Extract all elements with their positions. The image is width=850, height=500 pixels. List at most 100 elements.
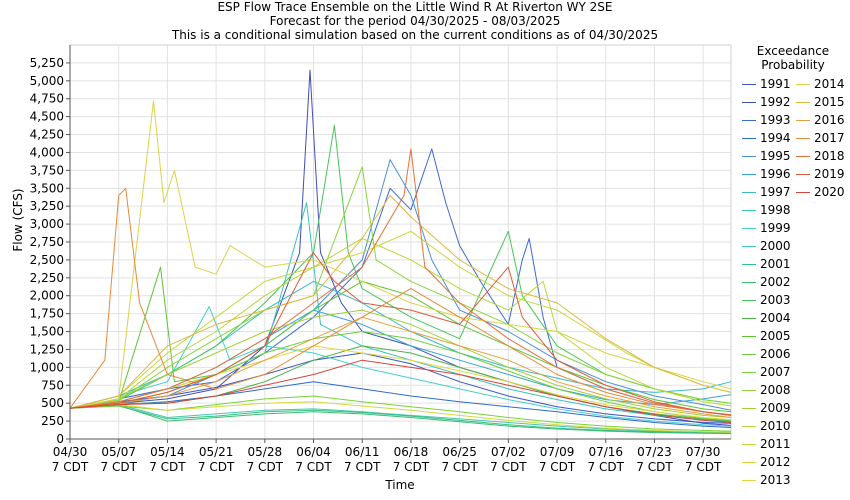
legend-label: 1995 [760,149,791,163]
y-tick-label: 500 [41,396,64,410]
x-tick-label-time: 7 CDT [393,460,430,474]
legend-item-1995: 1995 [742,147,791,165]
legend-item-1992: 1992 [742,93,791,111]
x-tick-label: 07/23 [637,445,672,459]
legend-label: 2004 [760,311,791,325]
legend-item-2019: 2019 [796,165,845,183]
x-tick-label-time: 7 CDT [588,460,625,474]
legend-label: 2009 [760,401,791,415]
x-tick-label-time: 7 CDT [539,460,576,474]
series-line-2009 [69,309,732,418]
legend-item-2017: 2017 [796,129,845,147]
legend-swatch [796,173,810,175]
x-tick-label: 04/30 [53,445,88,459]
legend-item-1993: 1993 [742,111,791,129]
series-line-2008 [69,166,732,409]
legend-item-2020: 2020 [796,183,845,201]
legend-swatch [742,425,756,427]
legend-item-2000: 2000 [742,237,791,255]
legend-swatch [742,155,756,157]
legend-item-2013: 2013 [742,471,791,489]
legend-item-2005: 2005 [742,327,791,345]
x-tick-label-time: 7 CDT [52,460,89,474]
legend-item-2010: 2010 [742,417,791,435]
x-tick-label: 06/04 [296,445,331,459]
series-line-2001 [69,405,732,434]
y-tick-label: 3,250 [30,199,64,213]
legend-swatch [742,353,756,355]
x-tick-label: 05/07 [101,445,136,459]
chart-subtitle: Forecast for the period 04/30/2025 - 08/… [269,14,561,28]
legend-label: 2003 [760,293,791,307]
legend-label: 1992 [760,95,791,109]
legend-label: 2005 [760,329,791,343]
y-tick-label: 750 [41,378,64,392]
y-tick-label: 4,500 [30,110,64,124]
x-tick-label-time: 7 CDT [198,460,235,474]
legend-label: 2020 [814,185,845,199]
legend-label: 2007 [760,365,791,379]
x-tick-label: 05/14 [150,445,185,459]
x-tick-label: 05/21 [199,445,234,459]
y-tick-label: 4,000 [30,145,64,159]
legend-swatch [742,407,756,409]
legend-label: 2002 [760,275,791,289]
series-line-2018 [69,148,732,416]
legend-swatch [742,173,756,175]
x-tick-label-time: 7 CDT [441,460,478,474]
legend-item-2004: 2004 [742,309,791,327]
legend-swatch [742,389,756,391]
series-line-2019 [69,252,732,416]
legend-swatch [742,227,756,229]
y-tick-label: 5,250 [30,56,64,70]
y-tick-label: 1,750 [30,307,64,321]
x-tick-label: 06/25 [442,445,477,459]
series-line-1999 [69,306,732,427]
legend-item-2001: 2001 [742,255,791,273]
legend-item-2008: 2008 [742,381,791,399]
legend-item-1991: 1991 [742,75,791,93]
legend-item-1997: 1997 [742,183,791,201]
legend-item-1999: 1999 [742,219,791,237]
x-tick-label-time: 7 CDT [247,460,284,474]
series-line-2005 [69,266,732,413]
legend-item-2003: 2003 [742,291,791,309]
y-tick-label: 3,500 [30,181,64,195]
series-line-2015 [69,194,732,409]
x-tick-label: 07/09 [540,445,575,459]
legend-label: 1994 [760,131,791,145]
legend-item-2012: 2012 [742,453,791,471]
legend-label: 2019 [814,167,845,181]
legend-title-line2: Probability [761,58,825,72]
legend-item-2018: 2018 [796,147,845,165]
legend-title: Exceedance Probability [736,44,850,72]
series-line-2007 [69,395,732,432]
legend-swatch [742,371,756,373]
legend-swatch [796,191,810,193]
y-tick-label: 3,000 [30,217,64,231]
x-tick-label-time: 7 CDT [685,460,722,474]
series-line-2020 [69,359,732,423]
legend-swatch [742,209,756,211]
legend-swatch [742,461,756,463]
legend-swatch [796,155,810,157]
legend-item-1998: 1998 [742,201,791,219]
grid-layer [69,44,732,440]
legend-label: 2012 [760,455,791,469]
series-line-1995 [69,159,732,411]
y-tick-label: 2,750 [30,235,64,249]
y-tick-label: 0 [56,432,64,446]
legend-swatch [742,281,756,283]
x-tick-label-time: 7 CDT [295,460,332,474]
legend-title-line1: Exceedance [756,44,830,58]
legend-label: 1999 [760,221,791,235]
series-line-2012 [69,401,732,433]
legend-swatch [742,317,756,319]
legend-label: 2001 [760,257,791,271]
y-tick-label: 2,000 [30,289,64,303]
series-line-2017 [69,187,732,416]
legend-item-2006: 2006 [742,345,791,363]
legend-swatch [742,263,756,265]
legend-label: 2018 [814,149,845,163]
